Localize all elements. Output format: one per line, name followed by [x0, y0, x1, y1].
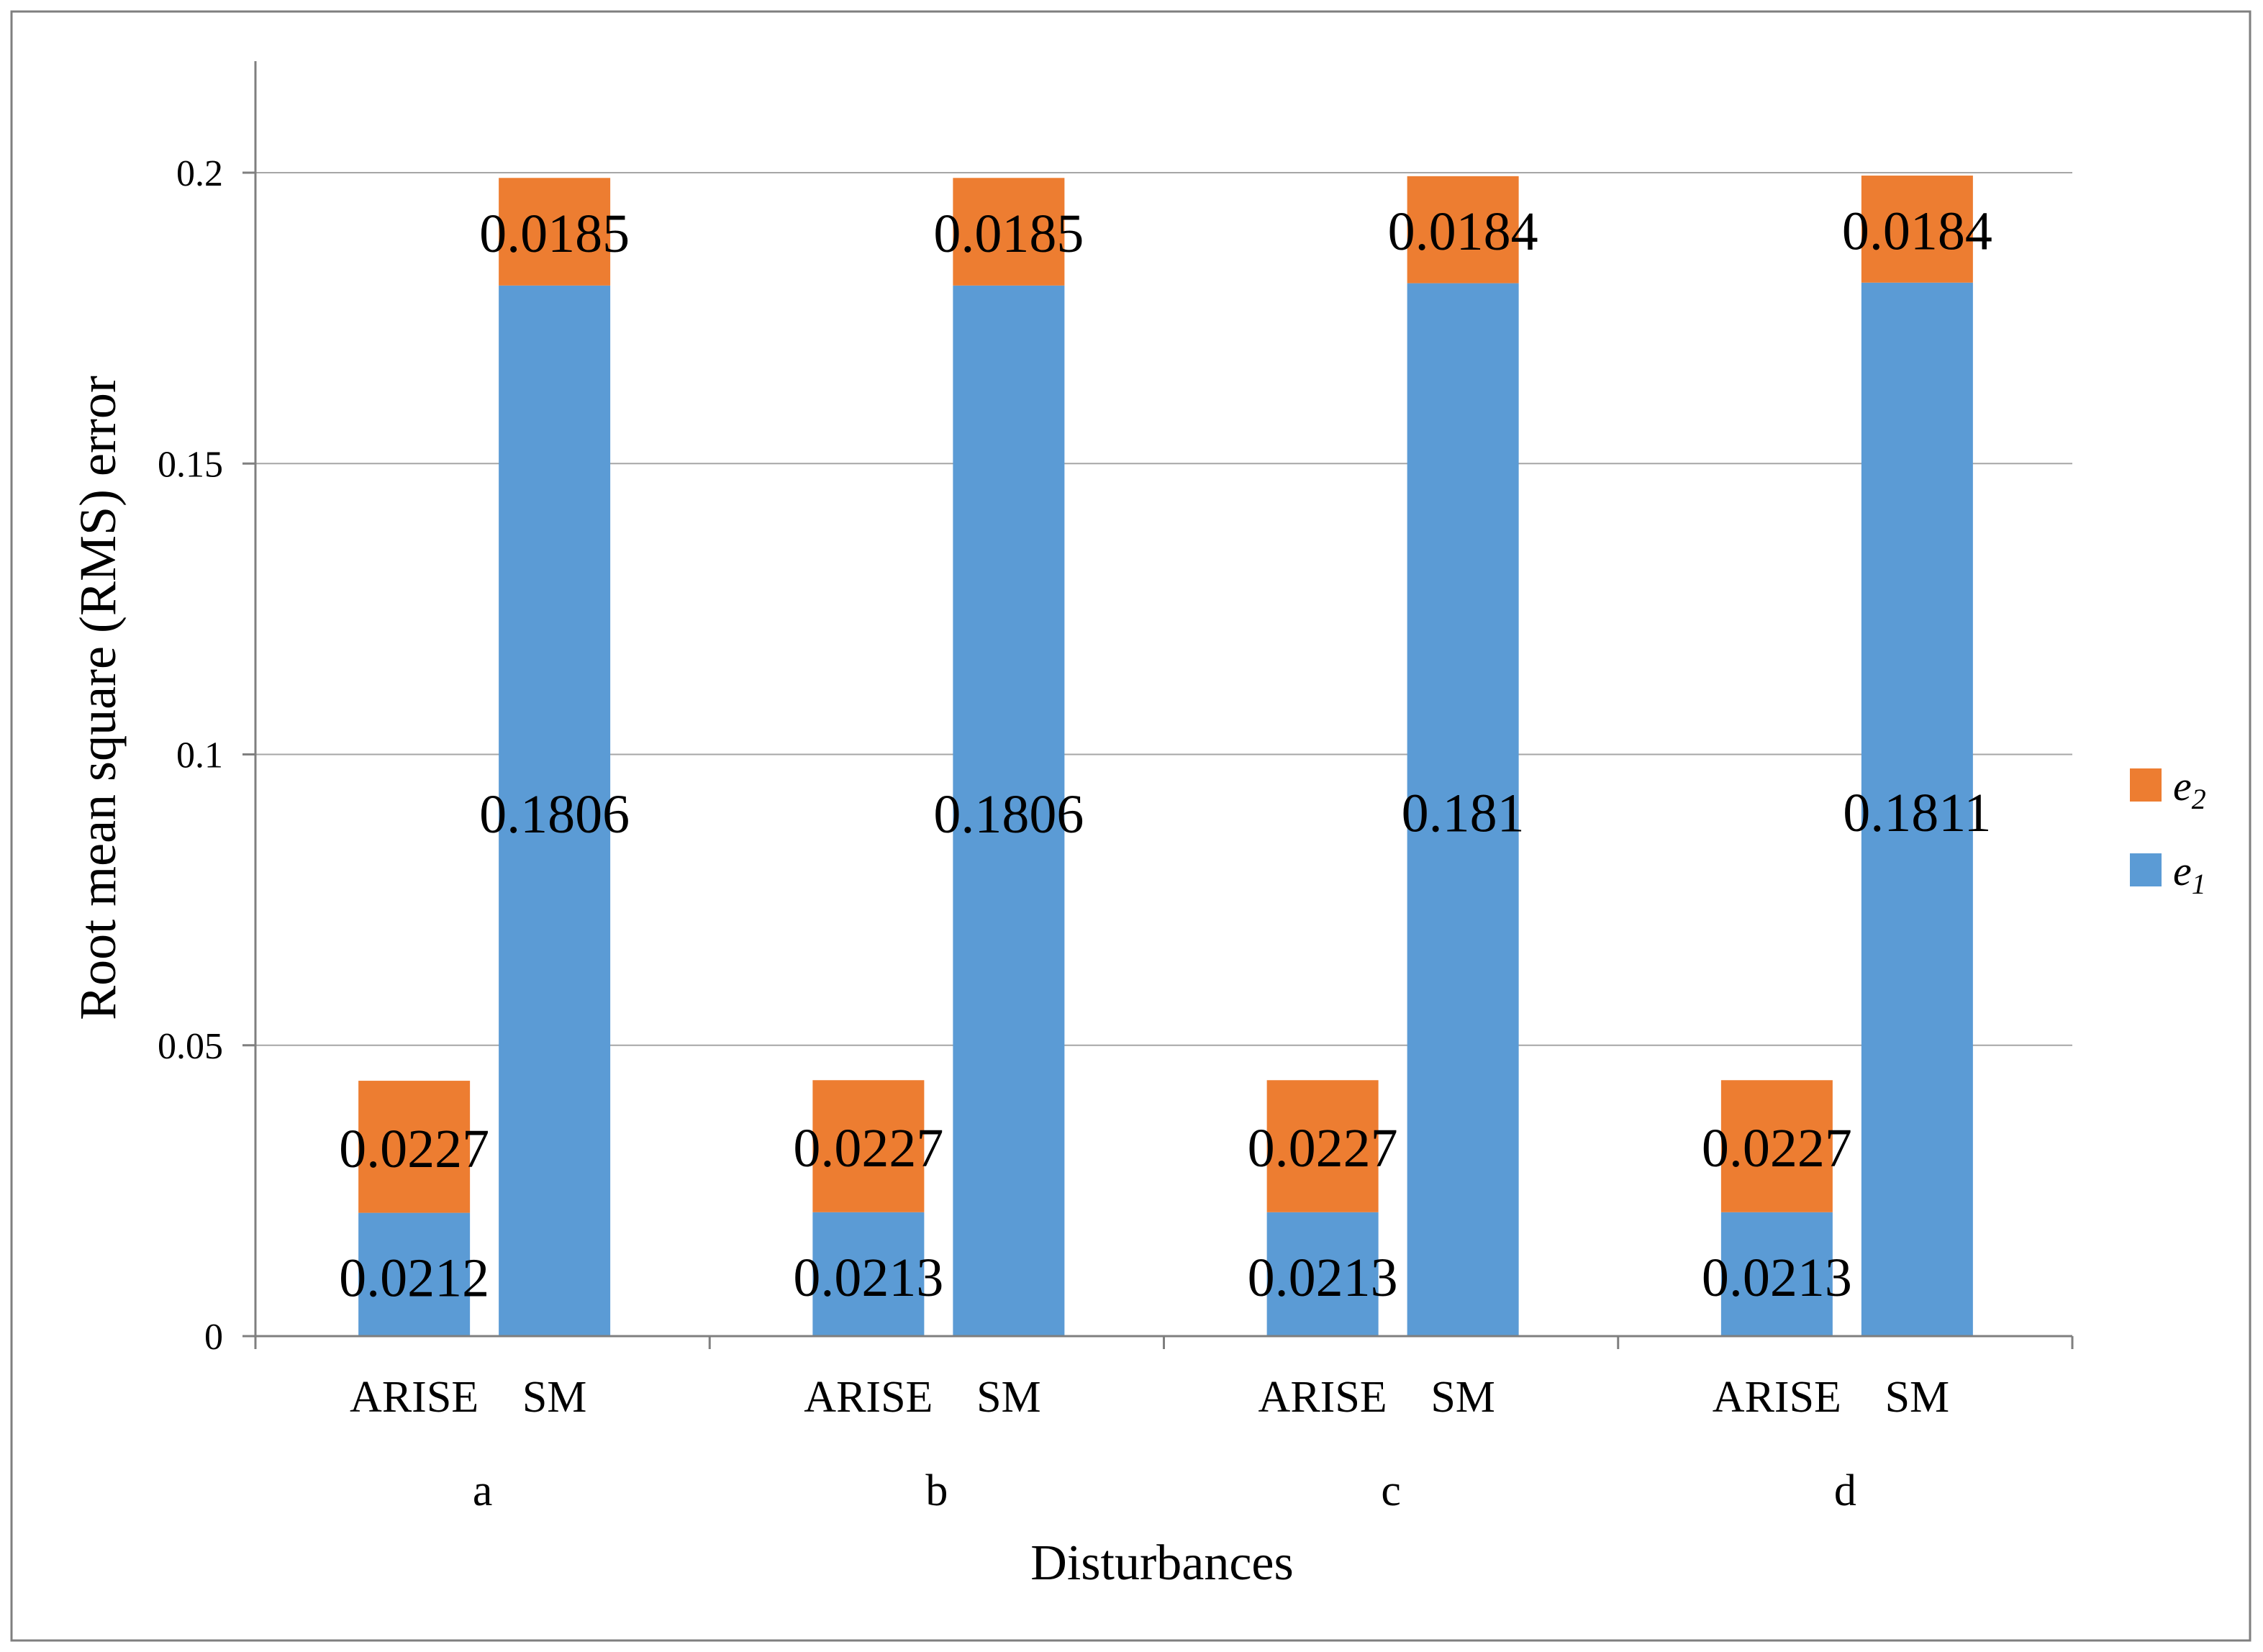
bar-stacks: [358, 176, 1973, 1336]
bar-e1-a-arise: [358, 1212, 471, 1336]
data-label-e1: 0.0212: [339, 1248, 489, 1308]
data-label-e1: 0.1811: [1843, 783, 1991, 843]
data-label-e1: 0.181: [1402, 783, 1525, 843]
x-category-labels: ARISE SM a ARISE SM b ARISE SM c ARISE SM d: [350, 1373, 1949, 1515]
y-tick-label: 0: [204, 1317, 223, 1358]
x-axis-title: Disturbances: [1030, 1535, 1293, 1591]
data-label-e2: 0.0185: [933, 204, 1084, 264]
x-group-label: b: [925, 1466, 948, 1515]
data-label-e2: 0.0227: [339, 1119, 489, 1179]
bar-e2-a-arise: [358, 1081, 471, 1213]
y-axis-title: Root mean square (RMS) error: [69, 376, 127, 1020]
data-label-e2: 0.0227: [793, 1118, 943, 1179]
bar-e2-c-sm: [1407, 176, 1519, 283]
x-method-label: SM: [1430, 1373, 1495, 1422]
legend-swatch-e1: [2130, 853, 2162, 886]
bar-e2-b-arise: [812, 1080, 925, 1212]
data-label-e1: 0.0213: [1702, 1248, 1852, 1308]
y-tick-label: 0.2: [176, 153, 223, 194]
x-method-label: ARISE: [804, 1373, 933, 1422]
data-label-e1: 0.1806: [479, 784, 630, 845]
bar-e2-b-sm: [953, 178, 1065, 286]
legend-label-e1: e1: [2173, 848, 2206, 900]
x-method-label: ARISE: [1713, 1373, 1841, 1422]
data-label-e1: 0.0213: [1248, 1248, 1398, 1308]
x-method-label: ARISE: [1259, 1373, 1387, 1422]
bar-e2-d-arise: [1720, 1080, 1833, 1212]
data-label-e2: 0.0227: [1248, 1118, 1398, 1179]
x-method-label: SM: [522, 1373, 587, 1422]
x-group-label: c: [1381, 1466, 1401, 1515]
legend-label-e2: e2: [2173, 763, 2206, 815]
x-method-label: SM: [1885, 1373, 1950, 1422]
y-tick-label: 0.1: [176, 735, 223, 776]
bar-e2-a-sm: [499, 178, 611, 286]
bar-e1-d-arise: [1720, 1212, 1833, 1336]
data-label-e2: 0.0185: [479, 204, 630, 264]
bar-e2-d-sm: [1861, 176, 1973, 283]
y-tick-labels: 0 0.05 0.1 0.15 0.2: [158, 153, 255, 1358]
y-tick-label: 0.05: [158, 1026, 223, 1067]
data-label-e1: 0.0213: [793, 1248, 943, 1308]
legend: e2 e1: [2130, 763, 2206, 900]
bar-e2-c-arise: [1266, 1080, 1379, 1212]
bar-e1-d-sm: [1861, 282, 1973, 1336]
x-method-label: ARISE: [350, 1373, 479, 1422]
y-tick-label: 0.15: [158, 444, 223, 485]
data-label-e2: 0.0184: [1388, 201, 1538, 262]
x-method-label: SM: [976, 1373, 1041, 1422]
bar-e1-c-sm: [1407, 283, 1519, 1336]
bar-e1-b-sm: [953, 285, 1065, 1336]
axes: [254, 61, 2074, 1349]
data-label-e1: 0.1806: [933, 784, 1084, 845]
data-label-e2: 0.0184: [1842, 201, 1992, 261]
bar-data-labels: 0.0212 0.0227 0.1806 0.0185 0.0213 0.0227 0.18…: [339, 201, 1992, 1308]
x-group-label: a: [473, 1466, 493, 1515]
bar-e1-c-arise: [1266, 1212, 1379, 1336]
data-label-e2: 0.0227: [1702, 1118, 1852, 1179]
bar-e1-b-arise: [812, 1212, 925, 1336]
legend-swatch-e2: [2130, 768, 2162, 802]
x-group-label: d: [1834, 1466, 1856, 1515]
bar-e1-a-sm: [499, 285, 611, 1336]
